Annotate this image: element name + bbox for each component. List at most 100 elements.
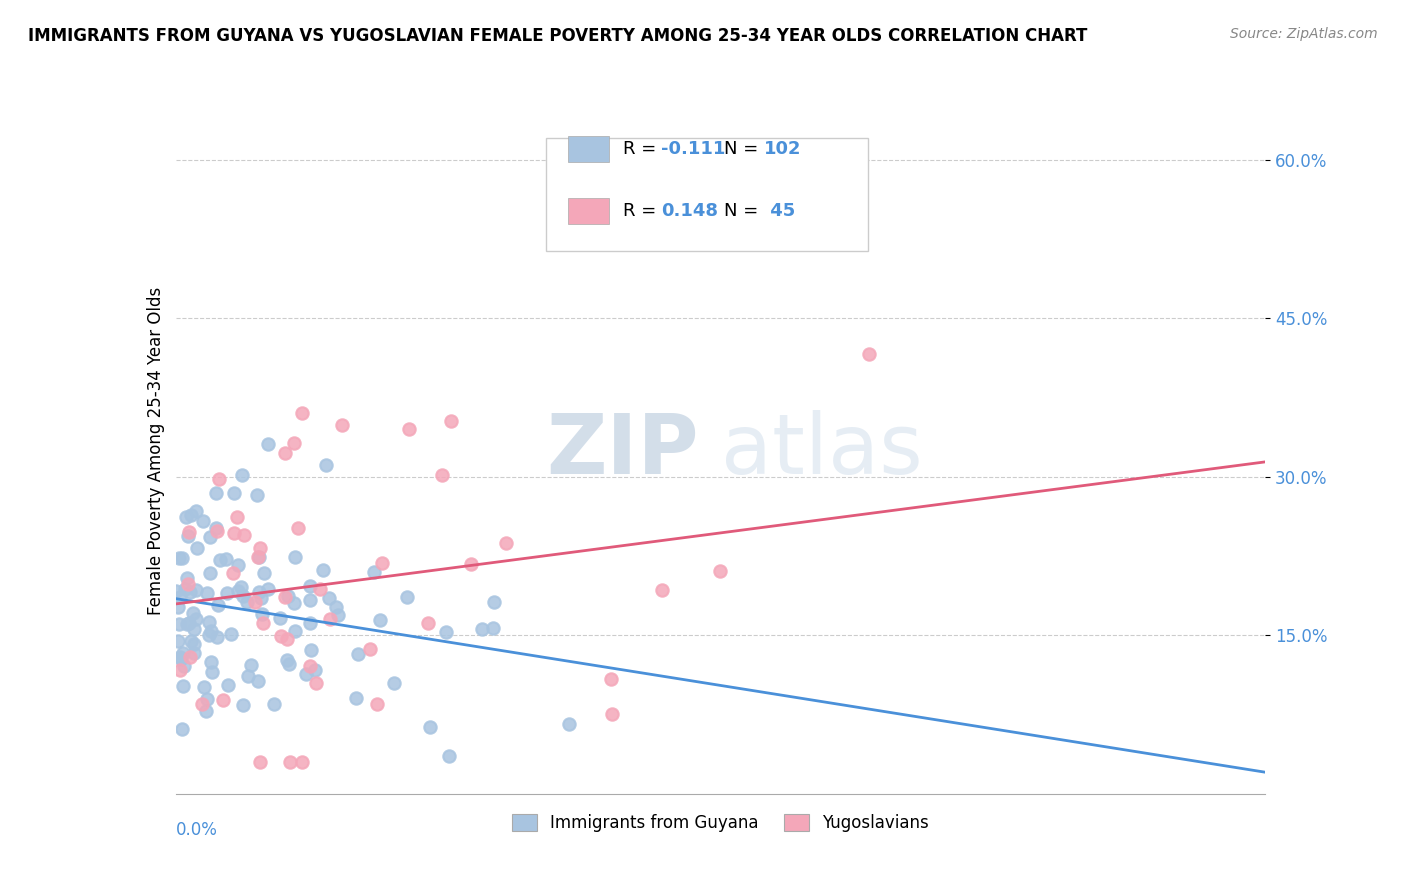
Point [270,629,292,643]
Text: N =: N = [724,140,763,158]
Point [179,649,201,664]
Point [232,698,254,713]
Point [247,549,270,564]
Point [276,652,298,666]
Point [209,553,232,567]
Point [207,524,229,538]
Point [368,613,391,627]
Point [366,697,388,711]
Point [193,680,215,694]
Point [217,586,239,600]
Point [180,508,202,523]
Point [371,556,394,570]
Point [195,692,218,706]
Point [440,414,463,428]
Point [460,557,482,571]
Point [253,566,276,581]
FancyBboxPatch shape [546,138,868,252]
Point [236,669,259,683]
Point [247,674,270,689]
Point [309,582,332,596]
Point [283,549,305,564]
Point [299,579,322,593]
Point [169,649,191,664]
Point [169,663,191,677]
Point [256,436,278,450]
Point [291,406,314,420]
Point [219,626,242,640]
Point [174,582,197,596]
Point [298,616,321,631]
Point [181,607,204,621]
Point [165,584,187,599]
Point [298,593,321,607]
Point [305,676,328,690]
Point [166,633,188,648]
Point [224,526,246,541]
Point [600,706,623,721]
Point [325,599,347,614]
Point [382,676,405,690]
Point [274,591,297,605]
Point [437,748,460,763]
Point [183,623,205,637]
Point [247,584,270,599]
Point [482,595,505,609]
Y-axis label: Female Poverty Among 25-34 Year Olds: Female Poverty Among 25-34 Year Olds [146,286,165,615]
Point [170,551,193,566]
Point [186,541,208,555]
Point [416,615,439,630]
FancyBboxPatch shape [568,198,609,224]
Point [363,566,385,580]
Point [319,612,342,626]
Point [284,624,307,639]
Point [249,591,271,606]
Point [430,468,453,483]
Point [283,436,305,450]
FancyBboxPatch shape [568,136,609,162]
Point [318,591,340,606]
Text: Source: ZipAtlas.com: Source: ZipAtlas.com [1230,27,1378,41]
Point [249,755,271,769]
Text: N =: N = [724,202,763,219]
Point [482,621,505,635]
Text: -0.111: -0.111 [661,140,725,158]
Point [184,583,207,598]
Point [212,693,235,707]
Point [419,720,441,734]
Point [204,521,226,535]
Point [195,586,218,600]
Point [263,697,285,711]
Point [222,485,245,500]
Point [217,678,239,692]
Point [169,590,191,604]
Point [173,659,195,673]
Point [495,536,517,550]
Point [179,525,201,540]
Point [184,504,207,518]
Point [179,585,201,599]
Point [315,458,337,472]
Point [170,722,193,736]
Text: 0.0%: 0.0% [176,822,218,839]
Point [170,651,193,665]
Point [287,521,309,535]
Point [243,595,266,609]
Point [200,655,222,669]
Point [172,679,194,693]
Text: atlas: atlas [721,410,922,491]
Point [231,580,253,594]
Point [246,488,269,502]
Text: 102: 102 [765,140,801,158]
Point [197,628,219,642]
Text: 45: 45 [765,202,796,219]
Point [277,589,299,603]
Point [344,690,367,705]
Text: R =: R = [623,140,661,158]
Point [197,615,219,629]
Point [236,594,259,608]
Point [257,582,280,596]
Point [396,590,419,604]
Point [278,755,301,769]
Point [558,717,581,731]
